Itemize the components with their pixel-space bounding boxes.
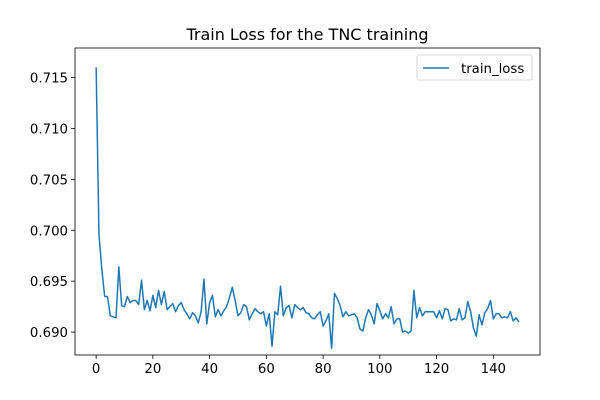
series-layer (95, 67, 520, 350)
x-tick-label: 80 (315, 362, 332, 377)
plot-area (74, 47, 541, 356)
legend-box (416, 54, 533, 81)
y-tick-label: 0.695 (30, 275, 68, 290)
x-tick-label: 100 (367, 362, 392, 377)
y-axis: 0.690 0.695 0.700 0.705 0.710 0.715 (30, 72, 75, 341)
x-tick-label: 40 (201, 362, 218, 377)
y-tick-label: 0.700 (30, 224, 68, 239)
series-line-train_loss (95, 67, 520, 350)
x-tick-label: 0 (92, 362, 100, 377)
chart-title: Train Loss for the TNC training (185, 25, 428, 44)
x-tick-label: 60 (258, 362, 275, 377)
plot-frame (74, 47, 541, 356)
y-tick-label: 0.690 (30, 326, 68, 341)
y-tick-label: 0.710 (30, 122, 68, 137)
x-tick-label: 120 (424, 362, 449, 377)
x-tick-label: 140 (481, 362, 506, 377)
legend: train_loss (416, 54, 533, 81)
legend-label: train_loss (461, 62, 524, 77)
y-tick-label: 0.705 (30, 173, 68, 188)
y-tick-label: 0.715 (30, 72, 68, 87)
x-axis: 0 20 40 60 80 100 120 140 (92, 355, 506, 377)
x-tick-label: 20 (144, 362, 161, 377)
